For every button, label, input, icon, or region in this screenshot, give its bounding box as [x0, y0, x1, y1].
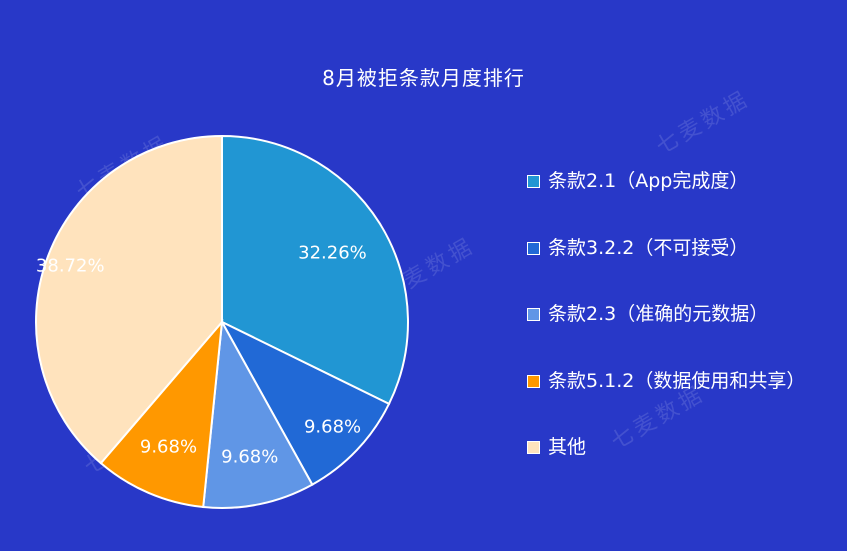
- pie-slice-label: 38.72%: [36, 255, 105, 276]
- legend-label: 条款2.1（App完成度）: [548, 170, 749, 192]
- pie-slice-label: 9.68%: [304, 417, 361, 438]
- pie-slice-label: 9.68%: [221, 446, 278, 467]
- legend-item[interactable]: 条款3.2.2（不可接受）: [527, 230, 805, 297]
- pie-slice[interactable]: [35, 134, 223, 465]
- chart-title: 8月被拒条款月度排行: [322, 66, 525, 90]
- legend-swatch: [527, 374, 540, 388]
- pie-slice[interactable]: [219, 319, 391, 486]
- legend-swatch: [527, 241, 540, 255]
- legend-swatch: [527, 441, 540, 454]
- legend-label: 其他: [548, 436, 587, 458]
- pie-slice-label: 32.26%: [298, 243, 367, 264]
- pie-labels: 32.26% 9.68% 9.68% 9.68% 38.72%: [36, 243, 367, 468]
- legend-item[interactable]: 条款2.1（App完成度）: [527, 163, 805, 230]
- legend: 条款2.1（App完成度） 条款3.2.2（不可接受） 条款2.3（准确的元数据…: [527, 163, 805, 496]
- legend-label: 条款5.1.2（数据使用和共享）: [548, 369, 806, 392]
- legend-item[interactable]: 其他: [527, 429, 805, 496]
- legend-label: 条款3.2.2（不可接受）: [548, 236, 749, 259]
- legend-swatch: [527, 308, 540, 321]
- legend-item[interactable]: 条款5.1.2（数据使用和共享）: [527, 363, 805, 430]
- pie-slice[interactable]: [202, 318, 314, 509]
- pie-slice[interactable]: [99, 318, 224, 509]
- legend-label: 条款2.3（准确的元数据）: [548, 303, 769, 325]
- pie-slice-label: 9.68%: [140, 436, 197, 457]
- pie-slices: [35, 134, 409, 509]
- legend-swatch: [527, 175, 540, 188]
- legend-item[interactable]: 条款2.3（准确的元数据）: [527, 296, 805, 363]
- pie-slice[interactable]: [221, 134, 409, 406]
